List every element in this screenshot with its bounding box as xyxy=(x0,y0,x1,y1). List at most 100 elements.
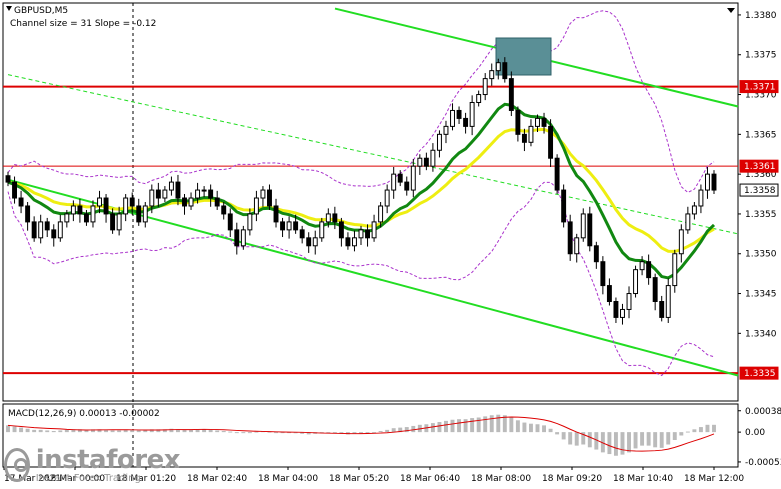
candle xyxy=(5,171,11,187)
macd-bar xyxy=(228,431,233,433)
macd-bar xyxy=(574,432,579,446)
candle-body xyxy=(90,205,96,223)
candle xyxy=(70,200,76,222)
candle xyxy=(489,63,495,86)
macd-bar xyxy=(306,432,311,435)
time-tick-label: 18 Mar 06:40 xyxy=(400,474,460,484)
candle xyxy=(436,130,442,158)
candle xyxy=(240,225,246,250)
candle-body xyxy=(436,133,442,151)
candle xyxy=(423,152,429,171)
price-label-text: 1.3361 xyxy=(744,162,776,172)
price-tick-label: 1.3380 xyxy=(745,11,777,21)
candle-body xyxy=(97,197,102,207)
macd-tick-label: 0.00038 xyxy=(745,407,781,417)
candle-body xyxy=(554,157,560,191)
macd-bar xyxy=(352,432,357,434)
candle xyxy=(175,174,181,206)
candle-body xyxy=(51,229,57,239)
candle-body xyxy=(646,261,652,279)
candle xyxy=(260,186,266,207)
macd-bar xyxy=(391,428,396,433)
macd-bar xyxy=(653,432,658,448)
highlight-box xyxy=(495,37,552,76)
candle xyxy=(123,194,129,222)
candle-body xyxy=(417,157,423,167)
price-tick-label: 1.3360 xyxy=(745,170,777,180)
candle-body xyxy=(12,181,17,199)
candle xyxy=(155,182,161,207)
candle-body xyxy=(168,181,174,191)
macd-bar xyxy=(444,420,448,433)
macd-bar xyxy=(398,427,403,433)
candle xyxy=(18,190,24,214)
candle-body xyxy=(593,245,599,263)
candle xyxy=(83,209,89,226)
macd-bar xyxy=(195,429,200,433)
candle-body xyxy=(280,221,286,231)
macd-label: MACD(12,26,9) 0.00013 -0.00002 xyxy=(8,409,160,419)
candle xyxy=(482,73,488,101)
candle-body xyxy=(123,197,129,215)
candle-body xyxy=(358,229,364,239)
candle xyxy=(567,214,573,261)
candle xyxy=(267,184,272,210)
candle-body xyxy=(195,189,201,199)
collapse-arrow-icon[interactable] xyxy=(727,8,735,13)
macd-bar xyxy=(457,419,462,433)
macd-bar xyxy=(182,429,187,433)
candle-body xyxy=(155,189,161,199)
price-label-box xyxy=(739,366,779,380)
candle-body xyxy=(672,253,678,287)
candle xyxy=(391,166,397,199)
candle-body xyxy=(325,213,331,223)
macd-bar xyxy=(25,428,30,433)
macd-bar xyxy=(123,429,128,433)
candle-body xyxy=(306,237,312,247)
macd-signal-line xyxy=(7,416,715,452)
macd-bar xyxy=(287,432,292,434)
macd-bar xyxy=(58,430,63,433)
macd-bar xyxy=(548,428,553,433)
candle xyxy=(280,217,286,238)
macd-bar xyxy=(437,422,442,433)
bollinger-upper xyxy=(7,10,715,194)
candle xyxy=(208,184,214,207)
candle xyxy=(397,170,403,187)
macd-bar xyxy=(300,432,305,434)
candle-body xyxy=(312,237,318,247)
macd-bar xyxy=(692,429,697,433)
macd-bar xyxy=(404,427,409,433)
macd-bar xyxy=(378,431,383,433)
macd-bar xyxy=(241,432,246,434)
candle-body xyxy=(38,221,44,239)
candle xyxy=(633,265,639,298)
candle xyxy=(221,202,227,220)
candle-body xyxy=(25,205,31,223)
price-label: 1.3371 xyxy=(739,80,779,94)
macd-bar xyxy=(130,429,135,433)
macd-bar xyxy=(587,432,592,448)
candle-body xyxy=(410,165,416,191)
candle-body xyxy=(77,205,83,215)
candle-body xyxy=(378,205,384,223)
candle xyxy=(195,182,201,204)
candle-body xyxy=(267,189,272,207)
macd-bar xyxy=(247,432,252,434)
candle xyxy=(378,202,384,228)
candle xyxy=(561,184,567,228)
price-tick-label: 1.3340 xyxy=(745,329,777,339)
time-tick-label: 18 Mar 08:00 xyxy=(471,474,531,484)
candle xyxy=(587,206,593,252)
candle xyxy=(711,170,717,195)
price-label-text: 1.3371 xyxy=(744,83,776,93)
macd-bar xyxy=(581,432,586,445)
macd-tick-label: -0.00053 xyxy=(745,458,781,468)
candle-body xyxy=(391,173,397,191)
candle xyxy=(456,106,462,124)
candle xyxy=(665,278,671,323)
macd-bar xyxy=(496,414,501,433)
candle-body xyxy=(535,117,540,127)
macd-bar xyxy=(509,417,514,433)
candle xyxy=(502,57,508,83)
